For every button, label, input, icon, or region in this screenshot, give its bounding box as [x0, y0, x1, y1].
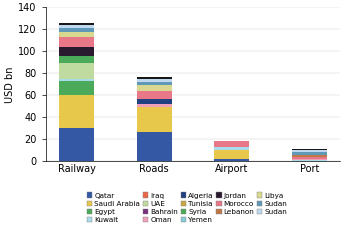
Bar — [59, 23, 94, 25]
Bar — [137, 79, 172, 82]
Legend: Qatar, Saudi Arabia, Egypt, Kuwait, Iraq, UAE, Bahrain, Oman, Algeria, Tunisia, : Qatar, Saudi Arabia, Egypt, Kuwait, Iraq… — [87, 192, 287, 223]
Bar — [137, 85, 172, 91]
Bar — [137, 104, 172, 107]
Bar — [59, 25, 94, 28]
Bar — [59, 128, 94, 161]
Bar — [292, 150, 327, 153]
Bar — [59, 79, 94, 81]
Bar — [214, 147, 249, 150]
Bar — [59, 56, 94, 63]
Bar — [59, 47, 94, 56]
Bar — [292, 159, 327, 160]
Bar — [292, 149, 327, 150]
Bar — [59, 63, 94, 79]
Bar — [292, 153, 327, 155]
Bar — [137, 91, 172, 99]
Bar — [292, 155, 327, 157]
Bar — [137, 77, 172, 79]
Bar — [214, 141, 249, 147]
Bar — [292, 157, 327, 159]
Bar — [214, 159, 249, 161]
Bar — [59, 31, 94, 37]
Bar — [292, 160, 327, 161]
Bar — [59, 81, 94, 95]
Bar — [137, 131, 172, 161]
Y-axis label: USD bn: USD bn — [5, 66, 15, 103]
Bar — [137, 99, 172, 104]
Bar — [59, 95, 94, 128]
Bar — [137, 82, 172, 85]
Bar — [137, 107, 172, 131]
Bar — [214, 150, 249, 159]
Bar — [59, 28, 94, 31]
Bar — [59, 37, 94, 47]
